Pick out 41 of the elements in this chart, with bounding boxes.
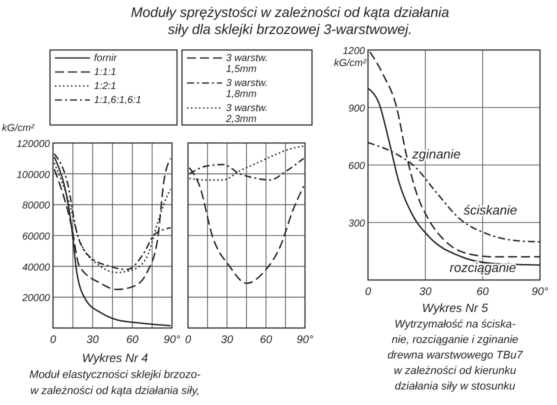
x-tick-label: 30 bbox=[86, 334, 100, 346]
y-axis-title: kG/cm² bbox=[334, 58, 367, 69]
x-tick-label: 60 bbox=[126, 334, 140, 346]
y-tick-label: 100000 bbox=[16, 170, 50, 181]
x-tick-label: 0 bbox=[50, 334, 57, 346]
y-tick-label: 300 bbox=[348, 218, 366, 230]
text: Moduł elastyczności sklejki brzozo- bbox=[29, 369, 201, 381]
text: nie, rozciąganie i zginanie bbox=[392, 334, 518, 346]
y-tick-label: 900 bbox=[348, 104, 366, 114]
text: drewna warstwowego TBu7 bbox=[387, 350, 524, 362]
x-tick-label: 90° bbox=[296, 334, 314, 346]
y-tick-label: 20000 bbox=[21, 293, 50, 304]
x-tick-label: 90° bbox=[532, 286, 549, 298]
x-tick-label: 60 bbox=[260, 334, 273, 346]
text: Moduły sprężystości w zależności od kąta działania siły dla sklejki brzozowej 3-warstwowej. bbox=[130, 4, 450, 37]
text: Wykres Nr 4 bbox=[82, 351, 148, 365]
legend-label: 1:2:1 bbox=[94, 81, 116, 92]
legend-label: 3 warstw. 2,3mm bbox=[225, 103, 268, 125]
x-tick-label: 30 bbox=[419, 286, 432, 298]
legend-label: 3 warstw. 1,5mm bbox=[226, 53, 268, 75]
x-tick-label: 90° bbox=[164, 334, 181, 346]
y-tick-label: 40000 bbox=[22, 262, 50, 274]
x-tick-label: 60 bbox=[476, 286, 490, 298]
legend-label: fornir bbox=[94, 53, 118, 64]
y-tick-label: 80000 bbox=[22, 200, 50, 212]
y-tick-label: 600 bbox=[348, 161, 366, 172]
x-tick-label: 30 bbox=[220, 334, 234, 346]
legend-label: 1:1:1 bbox=[94, 67, 116, 78]
legend-label: 3 warstw. 1,8mm bbox=[226, 78, 268, 100]
text: Wytrzymałość na ściska- bbox=[394, 318, 516, 330]
text: w zależności od kierunku bbox=[394, 365, 516, 377]
text: Wykres Nr 5 bbox=[422, 301, 488, 315]
y-tick-label: 60000 bbox=[22, 232, 50, 242]
y-axis-title: kG/cm² bbox=[2, 123, 35, 134]
text: działania siły w stosunku bbox=[394, 380, 516, 392]
legend-label: 1:1,6:1,6:1 bbox=[94, 95, 142, 106]
text: w zależności od kąta działania siły, bbox=[30, 385, 200, 397]
x-tick-label: 0 bbox=[184, 334, 192, 346]
y-tick-label: 1200 bbox=[342, 46, 366, 57]
y-tick-label: 120000 bbox=[16, 139, 50, 150]
x-tick-label: 0 bbox=[364, 286, 372, 298]
